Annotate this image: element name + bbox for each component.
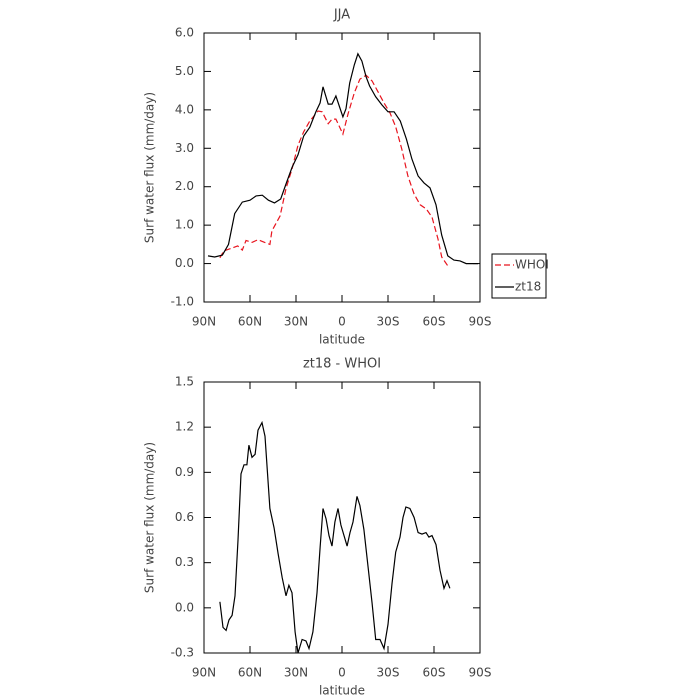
y-tick-label: 1.2 bbox=[175, 420, 194, 434]
x-tick-label: 90N bbox=[192, 666, 216, 680]
x-tick-label: 30N bbox=[284, 666, 308, 680]
chart-title: JJA bbox=[333, 8, 350, 23]
legend-label: WHOI bbox=[515, 258, 549, 272]
y-tick-label: 2.0 bbox=[175, 179, 194, 193]
x-tick-label: 0 bbox=[338, 315, 346, 329]
x-tick-label: 60N bbox=[238, 315, 262, 329]
x-tick-label: 60S bbox=[423, 666, 446, 680]
x-tick-label: 90S bbox=[469, 315, 492, 329]
y-tick-label: 1.0 bbox=[175, 218, 194, 232]
x-axis-label: latitude bbox=[319, 333, 365, 347]
y-tick-label: 0.9 bbox=[175, 465, 194, 479]
data-line bbox=[219, 74, 449, 267]
x-tick-label: 30S bbox=[377, 315, 400, 329]
plot-frame bbox=[203, 381, 481, 654]
y-tick-label: 3.0 bbox=[175, 141, 194, 155]
legend-label: zt18 bbox=[515, 280, 541, 294]
y-axis-label: Surf water flux (mm/day) bbox=[143, 92, 157, 243]
y-tick-label: -0.3 bbox=[171, 646, 194, 660]
x-tick-label: 90N bbox=[192, 315, 216, 329]
x-tick-label: 30S bbox=[377, 666, 400, 680]
y-tick-label: 0.0 bbox=[175, 600, 194, 614]
plot-frame bbox=[203, 32, 481, 303]
y-tick-label: 6.0 bbox=[175, 26, 194, 40]
chart-title: zt18 - WHOI bbox=[303, 357, 381, 372]
y-tick-label: 5.0 bbox=[175, 64, 194, 78]
y-tick-label: 0.6 bbox=[175, 510, 194, 524]
x-tick-label: 90S bbox=[469, 666, 492, 680]
x-tick-label: 0 bbox=[338, 666, 346, 680]
y-tick-label: -1.0 bbox=[171, 295, 194, 309]
data-line bbox=[207, 52, 478, 265]
y-tick-label: 1.5 bbox=[175, 375, 194, 389]
legend-box bbox=[491, 253, 547, 299]
y-axis-label: Surf water flux (mm/day) bbox=[143, 442, 157, 593]
x-tick-label: 60N bbox=[238, 666, 262, 680]
y-tick-label: 0.3 bbox=[175, 555, 194, 569]
y-tick-label: 4.0 bbox=[175, 102, 194, 116]
x-axis-label: latitude bbox=[319, 684, 365, 698]
y-tick-label: 0.0 bbox=[175, 256, 194, 270]
data-line bbox=[219, 420, 451, 654]
x-tick-label: 30N bbox=[284, 315, 308, 329]
x-tick-label: 60S bbox=[423, 315, 446, 329]
